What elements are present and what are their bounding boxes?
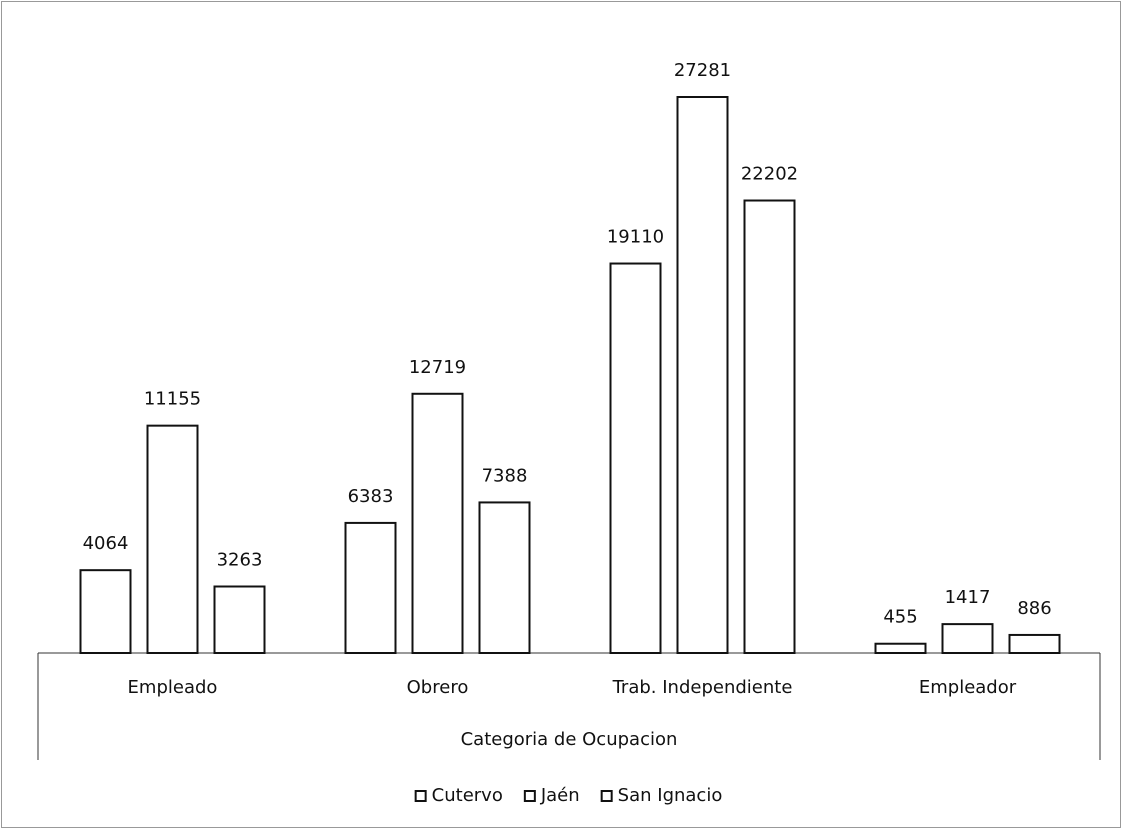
bar <box>478 501 531 654</box>
data-label: 11155 <box>144 389 201 410</box>
bar <box>213 585 266 654</box>
legend-swatch <box>414 790 427 802</box>
legend-label: San Ignacio <box>618 785 723 806</box>
legend-swatch <box>600 790 613 802</box>
x-tick-label: Trab. Independiente <box>612 677 793 698</box>
bar <box>1008 633 1061 654</box>
x-tick-label: Obrero <box>407 677 469 698</box>
bar <box>609 262 662 654</box>
data-label: 886 <box>1017 598 1051 619</box>
data-label: 1417 <box>945 587 991 608</box>
bar <box>344 521 397 655</box>
data-label: 3263 <box>217 549 263 570</box>
data-label: 12719 <box>409 357 466 378</box>
bar <box>676 96 729 654</box>
data-label: 7388 <box>482 465 528 486</box>
x-axis-title: Categoria de Ocupacion <box>461 729 678 750</box>
x-tick-label: Empleado <box>128 677 218 698</box>
data-label: 6383 <box>348 486 394 507</box>
bar <box>874 642 927 654</box>
bar <box>941 623 994 654</box>
bar <box>411 392 464 654</box>
bar <box>743 199 796 654</box>
data-label: 19110 <box>607 227 664 248</box>
legend-label: Cutervo <box>432 785 503 806</box>
data-label: 22202 <box>741 164 798 185</box>
data-label: 27281 <box>674 60 731 81</box>
data-label: 455 <box>883 607 917 628</box>
x-tick-label: Empleador <box>919 677 1017 698</box>
legend-swatch <box>523 790 536 802</box>
bar <box>79 569 132 654</box>
legend-label: Jaén <box>540 785 580 806</box>
bar <box>146 424 199 654</box>
data-label: 4064 <box>83 533 129 554</box>
